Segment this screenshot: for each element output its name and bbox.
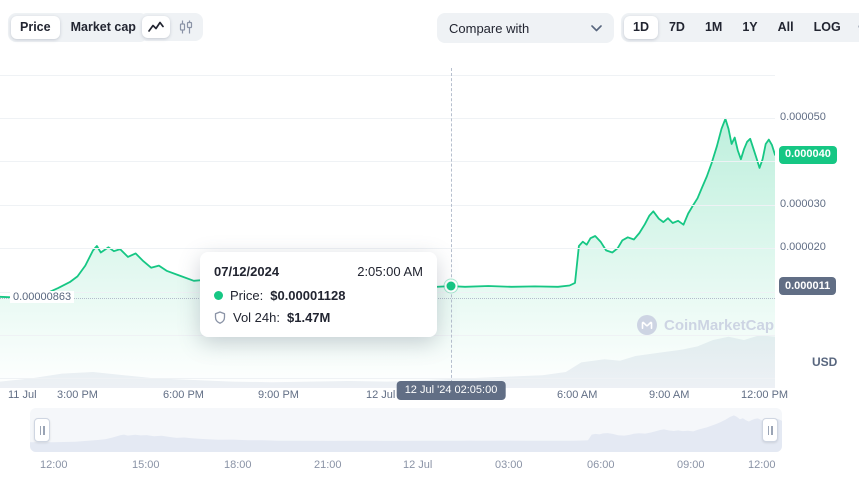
y-axis: 0.000050 0.000030 0.000020 <box>780 68 855 388</box>
x-axis-label: 9:00 AM <box>649 389 690 401</box>
brush-time-label: 18:00 <box>224 459 252 471</box>
x-axis-label: 6:00 AM <box>557 389 598 401</box>
crosshair-line <box>451 68 452 388</box>
gridline <box>0 204 775 206</box>
chart-type-group <box>139 13 203 41</box>
coinmarketcap-watermark: CoinMarketCap <box>637 315 774 335</box>
range-button-1d[interactable]: 1D <box>624 16 658 39</box>
range-button-7d[interactable]: 7D <box>660 16 694 39</box>
shield-icon <box>214 311 226 324</box>
brush-time-label: 09:00 <box>677 459 705 471</box>
x-axis-label: 6:00 PM <box>163 389 204 401</box>
brush-time-label: 12:00 <box>40 459 68 471</box>
tooltip-vol-label: Vol 24h: <box>233 310 280 325</box>
gridline <box>0 74 775 76</box>
tooltip-time: 2:05:00 AM <box>357 264 423 279</box>
y-axis-label: 0.000020 <box>780 241 826 254</box>
x-axis-label: 12 Jul <box>366 389 396 401</box>
x-axis-label: 3:00 PM <box>57 389 98 401</box>
tooltip-volume-row: Vol 24h: $1.47M <box>214 310 423 325</box>
candlestick-icon <box>179 20 193 34</box>
y-axis-label: 0.000050 <box>780 110 826 123</box>
brush-time-label: 21:00 <box>314 459 342 471</box>
x-axis: 11 Jul 3:00 PM 6:00 PM 9:00 PM 12 Jul 6:00 AM… <box>0 389 788 403</box>
market-cap-tab[interactable]: Market cap <box>62 16 145 39</box>
tooltip-price-row: Price: $0.00001128 <box>214 288 423 303</box>
brush-time-label: 12:00 <box>748 459 776 471</box>
tooltip-date: 07/12/2024 <box>214 264 280 279</box>
gridline <box>0 378 775 380</box>
brush-time-label: 12 Jul <box>403 459 433 471</box>
brush-time-label: 06:00 <box>587 459 615 471</box>
line-chart-icon <box>148 21 164 32</box>
chevron-down-icon <box>591 24 602 31</box>
brush-handle-left[interactable] <box>34 418 50 442</box>
price-chart-plot-area[interactable]: 0.00000863 CoinMarketCap <box>0 68 776 389</box>
brush-minichart <box>30 415 782 452</box>
x-axis-label: 9:00 PM <box>258 389 299 401</box>
brush-time-label: 15:00 <box>132 459 160 471</box>
gridline <box>0 161 775 163</box>
open-price-label: 0.00000863 <box>10 290 75 303</box>
gridline <box>0 117 775 119</box>
price-line <box>0 117 776 299</box>
x-axis-label: 12:00 PM <box>741 389 789 401</box>
crosshair-time-badge: 12 Jul '24 02:05:00 <box>396 381 506 400</box>
watermark-text: CoinMarketCap <box>664 316 775 334</box>
price-series-dot-icon <box>214 291 223 300</box>
tooltip-header: 07/12/2024 2:05:00 AM <box>214 264 423 279</box>
compare-with-label: Compare with <box>449 20 530 36</box>
currency-label: USD <box>812 355 838 369</box>
current-price-badge: 0.000040 <box>779 145 837 164</box>
x-axis-label: 11 Jul <box>8 389 37 401</box>
price-tab[interactable]: Price <box>11 16 60 39</box>
range-button-1y[interactable]: 1Y <box>733 16 766 39</box>
brush-area-fill <box>30 415 782 452</box>
brush-time-axis: 12:00 15:00 18:00 21:00 12 Jul 03:00 06:00 09:0… <box>30 459 782 473</box>
line-chart-type-button[interactable] <box>142 16 170 38</box>
y-axis-label: 0.000030 <box>780 197 826 210</box>
timeline-brush[interactable] <box>30 408 782 452</box>
tooltip-price-value: $0.00001128 <box>270 288 346 303</box>
brush-handle-right[interactable] <box>762 418 778 442</box>
price-chart-canvas <box>0 117 776 389</box>
range-button-1m[interactable]: 1M <box>696 16 731 39</box>
tooltip-vol-value: $1.47M <box>287 310 331 325</box>
crosshair-point <box>444 279 458 293</box>
more-options-button[interactable]: ··· <box>852 16 859 39</box>
range-button-log[interactable]: LOG <box>805 16 850 39</box>
range-button-all[interactable]: All <box>769 16 803 39</box>
candlestick-chart-type-button[interactable] <box>172 16 200 38</box>
price-area-fill <box>0 118 775 389</box>
metric-toggle-group: Price Market cap <box>8 13 148 42</box>
gridline <box>0 248 775 250</box>
brush-time-label: 03:00 <box>495 459 523 471</box>
hover-price-badge: 0.000011 <box>779 277 837 296</box>
compare-with-dropdown[interactable]: Compare with <box>437 13 614 43</box>
chart-tooltip: 07/12/2024 2:05:00 AM Price: $0.00001128… <box>200 252 437 337</box>
coinmarketcap-logo-icon <box>637 315 657 335</box>
tooltip-price-label: Price: <box>230 288 264 303</box>
